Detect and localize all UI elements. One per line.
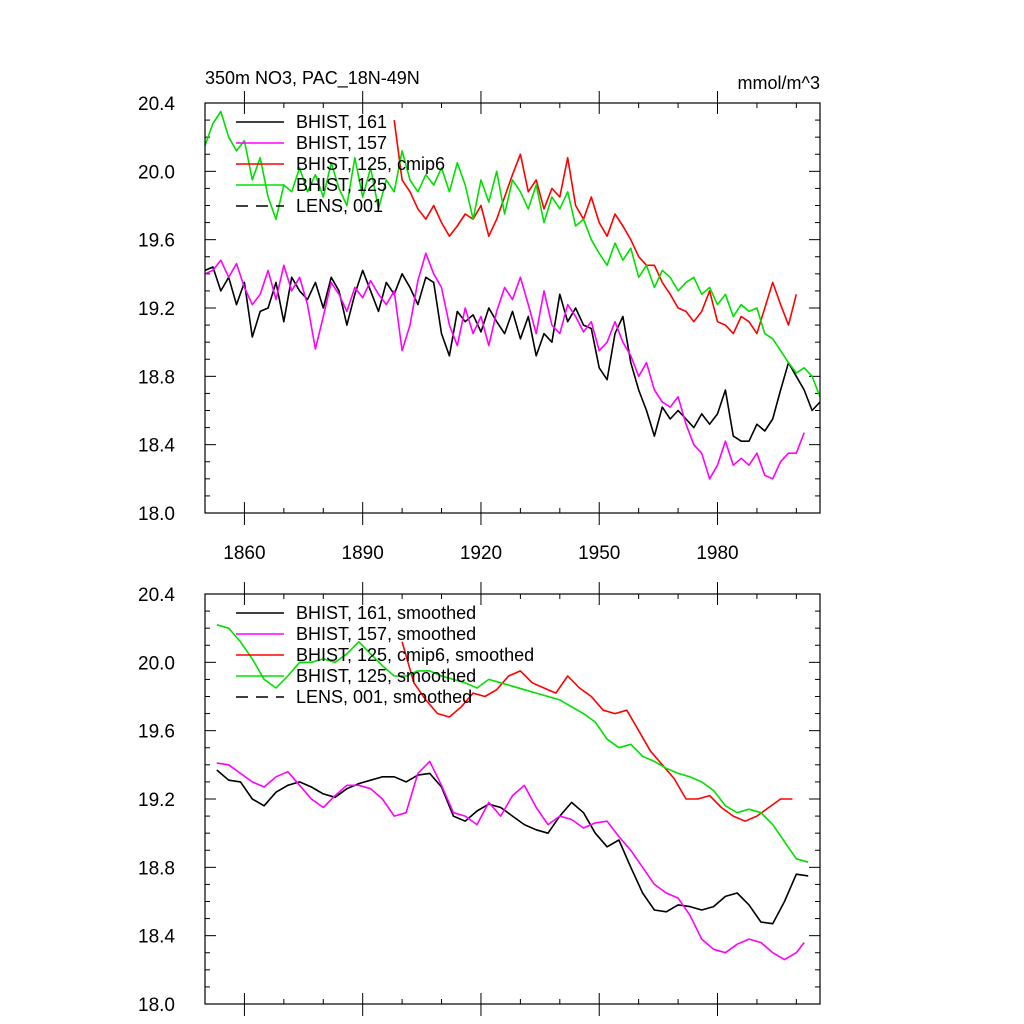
y-tick-label: 19.6 [138,231,175,252]
panel-top: 350m NO3, PAC_18N-49N mmol/m^3 18.018.41… [138,68,821,564]
panel-bottom: 18.0 18.4 18.8 19.2 19.6 20.0 20.4 BHIST, 161,… [138,582,821,1016]
y-tick-label: 20.4 [138,94,175,115]
y-tick-label: 18.0 [138,504,175,525]
legend-label: BHIST, 125, cmip6, smoothed [296,645,534,665]
legend-label: BHIST, 157 [296,133,387,153]
x-tick-label: 1980 [696,543,738,564]
legend-label: LENS, 001, smoothed [296,687,472,707]
y-tick-label: 19.2 [138,299,175,320]
axis-ticks: 18.0 18.4 18.8 19.2 19.6 20.0 20.4 [138,582,820,1016]
y-tick-label: 18.0 [138,995,175,1016]
series-line-0 [216,769,809,925]
y-tick-label: 18.4 [138,436,175,457]
legend-label: BHIST, 125, cmip6 [296,154,445,174]
x-tick-label: 1950 [578,543,620,564]
legend-label: BHIST, 125 [296,175,387,195]
plot-frame [204,102,821,514]
legend-label: BHIST, 125, smoothed [296,666,476,686]
series-line-1 [204,252,805,480]
series-line-1 [216,760,805,961]
chart-title: 350m NO3, PAC_18N-49N [205,68,420,89]
axis-ticks: 18.0 18.4 18.8 19.2 19.6 20.0 20.4 1860 1890 1920… [138,91,820,564]
legend-label: BHIST, 157, smoothed [296,624,476,644]
series-lines [216,624,809,961]
series-line-0 [204,266,821,443]
series-line-2 [401,641,793,823]
y-tick-label: 18.8 [138,858,175,879]
series-line-3 [216,624,809,863]
y-tick-label: 20.0 [138,653,175,674]
legend-label: BHIST, 161 [296,112,387,132]
legend-label: LENS, 001 [296,196,383,216]
y-tick-label: 19.6 [138,722,175,743]
series-line-2 [393,119,798,335]
y-tick-label: 18.4 [138,927,175,948]
series-line-3 [204,110,821,398]
x-tick-label: 1920 [460,543,502,564]
legend-label: BHIST, 161, smoothed [296,603,476,623]
units-label: mmol/m^3 [738,73,820,93]
x-tick-label: 1860 [223,543,265,564]
y-tick-label: 18.8 [138,367,175,388]
y-tick-label: 20.4 [138,585,175,606]
series-lines [204,110,821,480]
y-tick-label: 20.0 [138,162,175,183]
plot-frame [204,593,821,1005]
x-tick-label: 1890 [342,543,384,564]
y-tick-label: 19.2 [138,790,175,811]
